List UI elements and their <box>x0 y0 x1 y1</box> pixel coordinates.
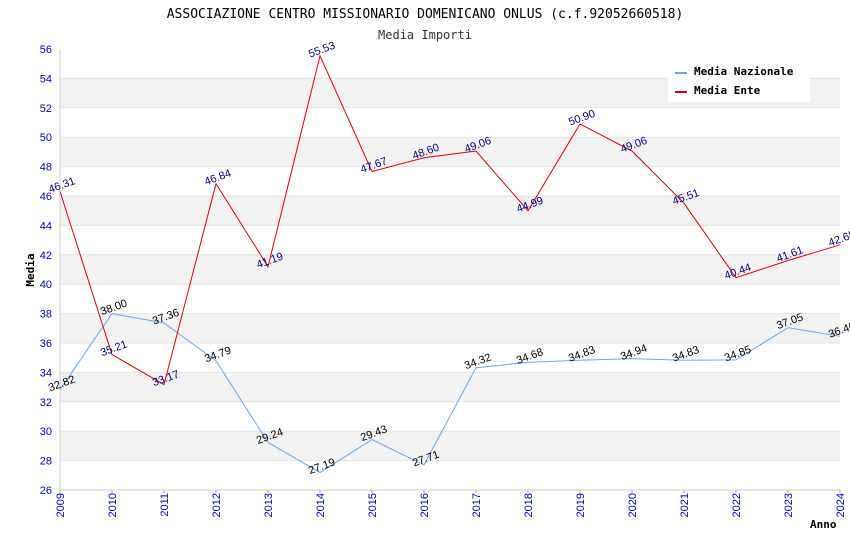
x-axis-label: Anno <box>810 518 837 531</box>
axes <box>59 49 840 491</box>
y-tick-label: 30 <box>40 426 52 438</box>
legend-label-media-ente: Media Ente <box>694 84 761 97</box>
series-line-media-ente <box>59 54 841 386</box>
grid-band <box>60 313 840 343</box>
y-tick-labels: 26 28 30 32 34 36 38 40 42 44 46 48 50 52 54 56 <box>40 44 52 497</box>
legend: Media Nazionale Media Ente <box>668 60 810 102</box>
legend-label-media-nazionale: Media Nazionale <box>694 65 794 78</box>
grid-band <box>60 166 840 196</box>
x-tick-label: 2020 <box>627 493 639 517</box>
x-tick-label: 2014 <box>315 493 327 517</box>
y-tick-label: 26 <box>40 485 52 497</box>
y-tick-label: 52 <box>40 103 52 115</box>
grid-bands <box>60 49 840 491</box>
grid-band <box>60 460 840 490</box>
x-tick-label: 2016 <box>419 493 431 517</box>
y-tick-label: 46 <box>40 191 52 203</box>
y-tick-label: 28 <box>40 456 52 468</box>
chart-title: ASSOCIAZIONE CENTRO MISSIONARIO DOMENICA… <box>167 7 684 22</box>
x-tick-label: 2022 <box>731 493 743 517</box>
x-tick-label: 2009 <box>55 493 67 517</box>
y-axis-label: Media <box>24 253 37 286</box>
y-tick-label: 40 <box>40 279 52 291</box>
y-tick-label: 42 <box>40 250 52 262</box>
x-tick-label: 2013 <box>263 493 275 517</box>
grid-band <box>60 107 840 138</box>
grid-band <box>60 372 840 402</box>
y-tick-label: 48 <box>40 162 52 174</box>
grid-band <box>60 225 840 255</box>
y-tick-label: 36 <box>40 338 52 350</box>
legend-box <box>668 60 810 102</box>
grid-band <box>60 254 840 285</box>
x-tick-label: 2017 <box>471 493 483 517</box>
y-tick-label: 32 <box>40 397 52 409</box>
grid-band <box>60 431 840 461</box>
x-tick-labels: 2009 2010 2011 2012 2013 2014 2015 2016 2017 2018… <box>55 490 847 517</box>
grid-band <box>60 196 840 226</box>
grid-band <box>60 137 840 167</box>
y-tick-label: 54 <box>40 73 52 85</box>
x-tick-label: 2011 <box>159 493 171 517</box>
x-tick-label: 2010 <box>107 493 119 517</box>
chart-subtitle: Media Importi <box>378 28 472 42</box>
x-tick-label: 2021 <box>679 493 691 517</box>
grid-band <box>60 343 840 373</box>
x-tick-label: 2018 <box>523 493 535 517</box>
y-tick-label: 50 <box>40 132 52 144</box>
grid-band <box>60 284 840 314</box>
x-tick-label: 2024 <box>835 493 847 517</box>
y-tick-label: 34 <box>40 367 52 379</box>
y-tick-label: 38 <box>40 309 52 321</box>
series-line-media-nazionale <box>59 313 841 474</box>
y-tick-label: 44 <box>40 220 52 232</box>
series-lines <box>59 54 841 474</box>
y-tick-label: 56 <box>40 44 52 56</box>
x-tick-label: 2023 <box>783 493 795 517</box>
x-tick-label: 2012 <box>211 493 223 517</box>
x-tick-label: 2015 <box>367 493 379 517</box>
x-tick-label: 2019 <box>575 493 587 517</box>
